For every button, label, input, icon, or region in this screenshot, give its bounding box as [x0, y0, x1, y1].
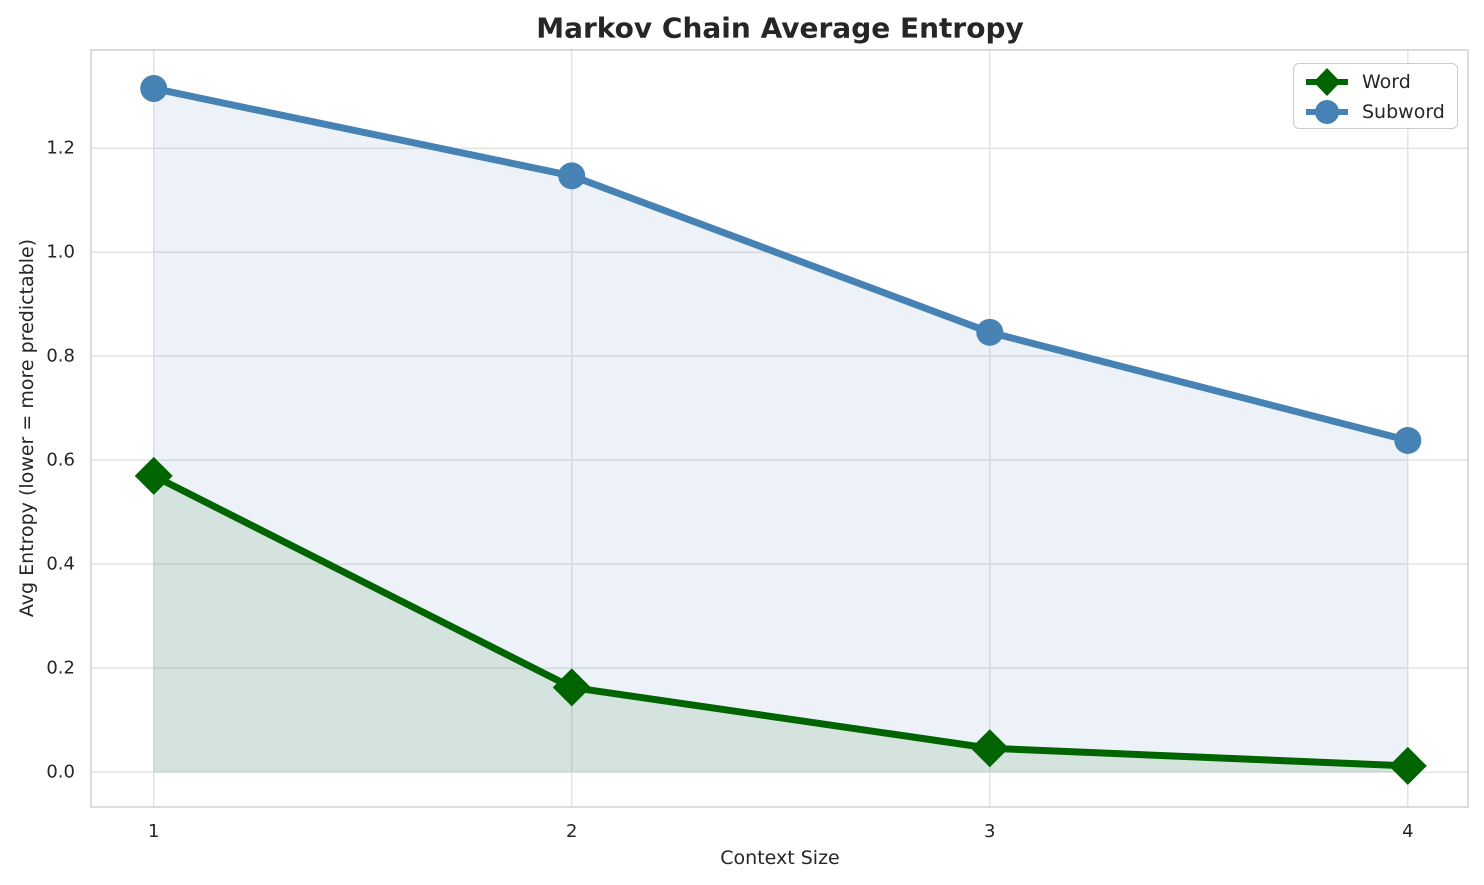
y-tick-label: 0.6 [46, 449, 75, 471]
word-data-point [552, 668, 591, 707]
y-tick-label: 1.0 [46, 241, 75, 263]
legend-item-subword: Subword [1304, 97, 1447, 127]
subword-data-point [558, 162, 586, 190]
x-tick-label: 3 [984, 821, 996, 842]
subword-line [150, 84, 1412, 444]
legend-item-word: Word [1304, 67, 1447, 97]
y-tick-label: 0.4 [46, 553, 75, 575]
y-axis-label: Avg Entropy (lower = more predictable) [16, 238, 38, 618]
y-tick-label: 0.2 [46, 657, 75, 679]
y-tick-label: 0.8 [46, 345, 75, 367]
word-diamond-marker-icon [1306, 68, 1348, 96]
x-tick-label: 2 [566, 821, 578, 842]
word-data-point [1388, 746, 1427, 785]
y-tick-label: 0.0 [46, 761, 75, 783]
subword-circle-marker-icon [1306, 100, 1348, 124]
y-tick-label: 1.2 [46, 137, 75, 159]
word-data-point [134, 456, 173, 495]
x-tick-label: 1 [147, 821, 160, 842]
x-axis-label: Context Size [720, 847, 840, 869]
subword-data-point [1394, 426, 1422, 454]
subword-data-point [976, 318, 1004, 346]
x-tick-label: 4 [1402, 821, 1414, 842]
word-line [150, 472, 1412, 770]
chart-title: Markov Chain Average Entropy [536, 11, 1024, 45]
subword-data-point [140, 74, 168, 102]
legend: Word Subword [1293, 63, 1458, 129]
legend-label-word: Word [1362, 71, 1411, 93]
word-area-fill [153, 475, 1408, 773]
word-data-point [970, 729, 1009, 768]
subword-area-fill [153, 88, 1408, 773]
plot-border [90, 49, 1469, 808]
legend-label-subword: Subword [1362, 101, 1445, 123]
